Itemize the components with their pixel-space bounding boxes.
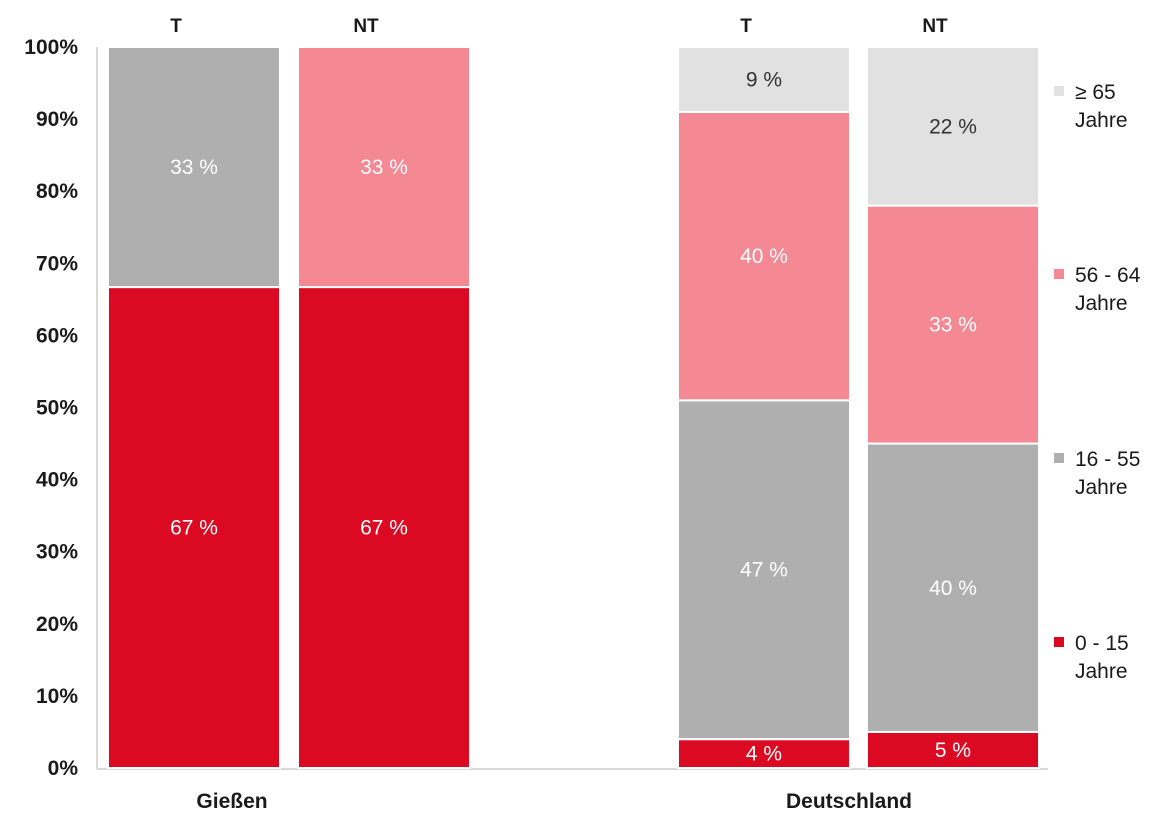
bar-segment xyxy=(107,286,281,769)
bar-segment xyxy=(677,110,851,402)
bar-segment xyxy=(677,399,851,741)
legend-swatch xyxy=(1054,269,1064,279)
legend-label: 16 - 55 xyxy=(1075,448,1140,471)
data-label: 67 % xyxy=(170,517,218,540)
y-tick-label: 100% xyxy=(24,36,78,59)
y-tick-label: 50% xyxy=(36,397,78,420)
bar-segment xyxy=(866,730,1040,770)
y-tick-label: 90% xyxy=(36,108,78,131)
data-label: 22 % xyxy=(929,115,977,138)
data-label: 33 % xyxy=(170,156,218,179)
y-tick-label: 60% xyxy=(36,324,78,347)
bar-segment xyxy=(866,46,1040,207)
bar-segment xyxy=(866,204,1040,445)
legend-swatch xyxy=(1054,86,1064,96)
legend-label: Jahre xyxy=(1075,109,1128,132)
legend-label: ≥ 65 xyxy=(1075,81,1116,104)
y-tick-label: 20% xyxy=(36,613,78,636)
y-tick-label: 0% xyxy=(48,757,79,780)
bar-segment xyxy=(107,46,281,289)
bar-category-label: NT xyxy=(353,16,379,37)
bar-segment xyxy=(297,46,471,289)
data-label: 4 % xyxy=(746,743,782,766)
y-tick-label: 30% xyxy=(36,541,78,564)
data-label: 40 % xyxy=(929,577,977,600)
legend-label: Jahre xyxy=(1075,476,1128,499)
data-label: 9 % xyxy=(746,68,782,91)
y-tick-label: 70% xyxy=(36,252,78,275)
y-tick-label: 80% xyxy=(36,180,78,203)
y-tick-label: 40% xyxy=(36,469,78,492)
bar-segment xyxy=(677,46,851,113)
group-label: Deutschland xyxy=(786,790,912,811)
data-label: 40 % xyxy=(740,245,788,268)
group-label: Gießen xyxy=(196,790,267,811)
data-label: 5 % xyxy=(935,739,971,762)
legend-label: Jahre xyxy=(1075,660,1128,683)
bar-category-label: NT xyxy=(922,16,948,37)
legend-swatch xyxy=(1054,453,1064,463)
legend-swatch xyxy=(1054,637,1064,647)
data-label: 47 % xyxy=(740,559,788,582)
bar-segment xyxy=(297,286,471,769)
data-label: 33 % xyxy=(929,314,977,337)
data-label: 67 % xyxy=(360,517,408,540)
data-label: 33 % xyxy=(360,156,408,179)
y-tick-label: 10% xyxy=(36,685,78,708)
legend-label: 56 - 64 xyxy=(1075,264,1141,287)
bar-category-label: T xyxy=(740,16,752,37)
bar-category-label: T xyxy=(170,16,182,37)
legend-label: Jahre xyxy=(1075,292,1128,315)
legend-label: 0 - 15 xyxy=(1075,632,1129,655)
